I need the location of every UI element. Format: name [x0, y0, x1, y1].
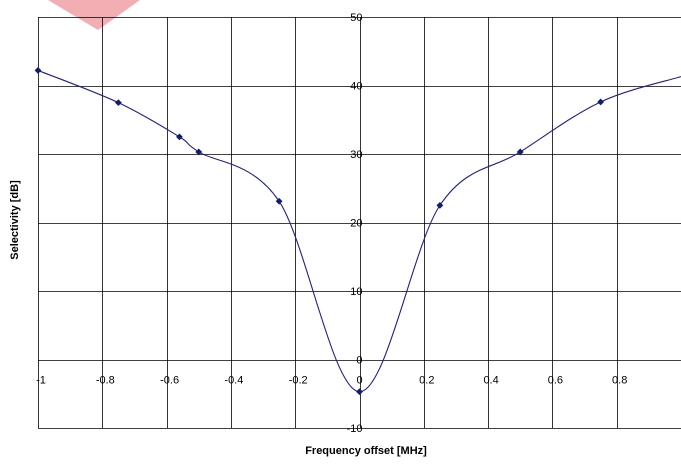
- y-tick-label: -10: [347, 423, 363, 435]
- y-tick-label: 40: [350, 81, 362, 93]
- series-markers: [34, 67, 605, 396]
- y-tick-labels: -10 0 10 20 30 40 50: [347, 12, 363, 435]
- data-point-marker: [34, 67, 42, 74]
- x-tick-label: 0: [356, 375, 362, 387]
- x-tick-labels: -1 -0.8 -0.6 -0.4 -0.2 0 0.2 0.4 0.6 0.8: [36, 375, 627, 387]
- y-tick-label: 30: [350, 149, 362, 161]
- data-point-marker: [597, 98, 605, 106]
- x-tick-label: 0.4: [483, 375, 498, 387]
- x-tick-label: -0.4: [224, 375, 243, 387]
- y-tick-label: 0: [356, 355, 362, 367]
- y-axis-title: Selectivity [dB]: [9, 180, 21, 260]
- y-tick-label: 10: [350, 286, 362, 298]
- data-point-marker: [436, 201, 444, 209]
- x-tick-label: 0.8: [612, 375, 627, 387]
- data-point-marker: [195, 148, 203, 156]
- x-tick-label: 0.2: [419, 375, 434, 387]
- y-tick-label: 50: [350, 12, 362, 24]
- data-point-marker: [275, 197, 283, 205]
- data-point-marker: [114, 99, 122, 107]
- x-axis-title: Frequency offset [MHz]: [305, 445, 427, 457]
- grid: [38, 17, 681, 429]
- data-point-marker: [516, 148, 524, 156]
- watermark-shape: [48, 0, 140, 30]
- series-line: [37, 69, 681, 393]
- x-tick-label: -0.2: [289, 375, 308, 387]
- x-tick-label: -0.8: [96, 375, 115, 387]
- data-point-marker: [356, 388, 363, 396]
- data-point-marker: [176, 133, 183, 141]
- x-tick-label: -1: [36, 375, 46, 387]
- y-tick-label: 20: [350, 218, 362, 230]
- x-tick-label: -0.6: [160, 375, 179, 387]
- x-tick-label: 0.6: [548, 375, 563, 387]
